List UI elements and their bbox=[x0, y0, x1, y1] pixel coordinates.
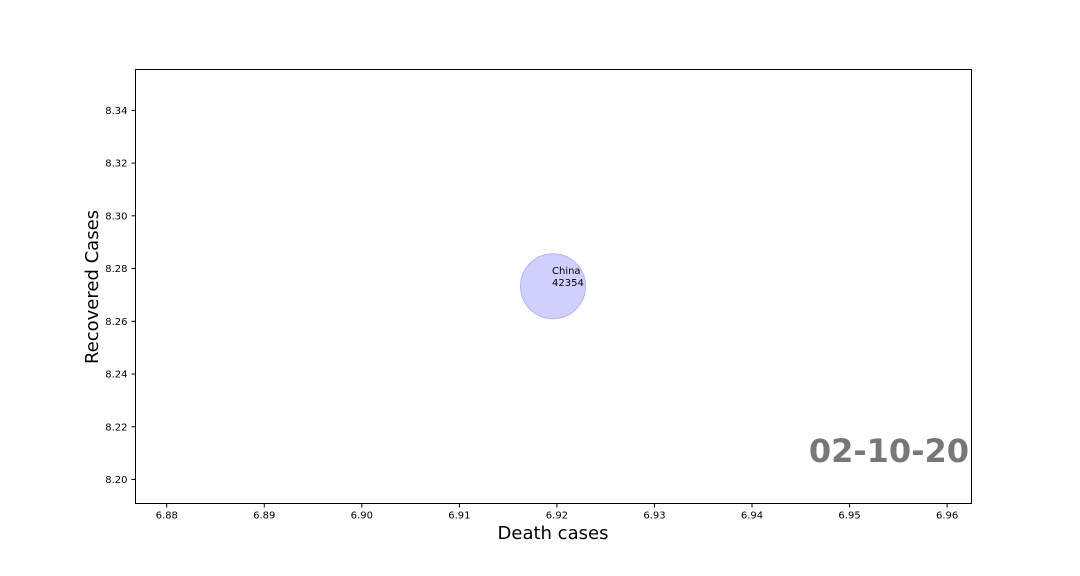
y-tick-label: 8.28 bbox=[105, 264, 127, 275]
y-tick-label: 8.34 bbox=[105, 106, 127, 117]
y-axis-ticks: 8.20 8.22 8.24 8.26 8.28 8.30 8.32 8.34 bbox=[105, 106, 136, 486]
point-country-label: China bbox=[552, 266, 581, 277]
date-annotation: 02-10-20 bbox=[809, 432, 969, 470]
bubble-point bbox=[520, 253, 587, 320]
x-tick-label: 6.89 bbox=[253, 511, 275, 522]
y-tick-label: 8.24 bbox=[105, 370, 127, 381]
y-tick-label: 8.22 bbox=[105, 422, 127, 433]
x-tick-label: 6.94 bbox=[741, 511, 763, 522]
point-value-label: 42354 bbox=[552, 278, 584, 289]
y-tick-label: 8.30 bbox=[105, 211, 127, 222]
x-axis-ticks: 6.88 6.89 6.90 6.91 6.92 6.93 6.94 6.95 6.96 bbox=[156, 503, 958, 522]
x-tick-label: 6.95 bbox=[838, 511, 860, 522]
x-axis-title: Death cases bbox=[498, 523, 609, 544]
y-tick-label: 8.20 bbox=[105, 475, 127, 486]
x-tick-label: 6.88 bbox=[156, 511, 178, 522]
x-tick-label: 6.90 bbox=[351, 511, 373, 522]
x-tick-label: 6.92 bbox=[546, 511, 568, 522]
x-tick-label: 6.93 bbox=[643, 511, 665, 522]
x-tick-label: 6.91 bbox=[448, 511, 470, 522]
y-tick-label: 8.26 bbox=[105, 317, 127, 328]
y-tick-label: 8.32 bbox=[105, 159, 127, 170]
y-axis-title: Recovered Cases bbox=[82, 210, 103, 364]
x-tick-label: 6.96 bbox=[936, 511, 958, 522]
